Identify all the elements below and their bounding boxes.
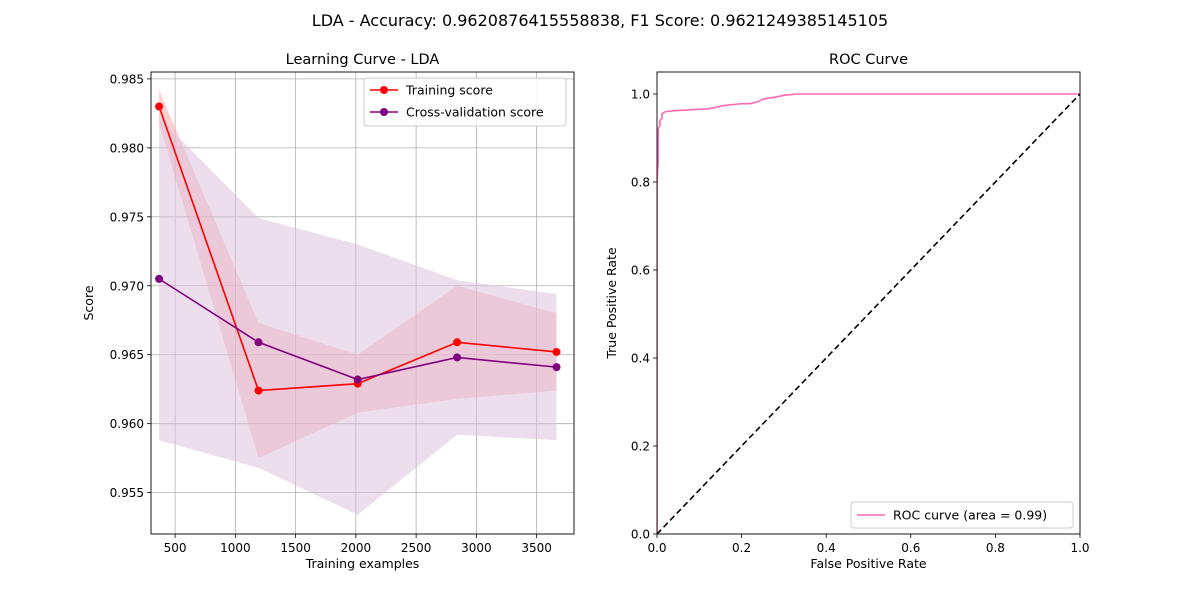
plot-area [657,93,1080,534]
x-tick-label: 0.8 [986,541,1005,555]
data-point [552,347,561,356]
legend: ROC curve (area = 0.99) [850,501,1074,529]
data-point [254,338,263,347]
data-point [453,338,462,347]
y-tick-label: 0.0 [631,528,650,542]
x-tick-label: 0.2 [732,541,751,555]
y-tick-label: 0.985 [110,72,144,86]
x-tick-label: 1.0 [1070,541,1089,555]
legend-marker [380,86,388,94]
data-point [552,363,561,372]
x-axis-label: False Positive Rate [810,556,926,571]
legend-marker [380,108,388,116]
chart-title: ROC Curve [829,52,908,68]
data-point [353,375,362,384]
y-tick-label: 1.0 [631,88,650,102]
x-tick-label: 0.4 [817,541,836,555]
legend-box [850,501,1074,529]
figure-suptitle: LDA - Accuracy: 0.9620876415558838, F1 S… [312,11,888,30]
y-tick-label: 0.6 [631,264,650,278]
x-tick-label: 0.6 [901,541,920,555]
legend-box [363,77,567,127]
data-point [155,274,164,283]
y-tick-label: 0.4 [631,352,650,366]
std-band [159,117,557,515]
legend-label: Cross-validation score [406,105,544,120]
axes-frame [150,71,575,535]
y-tick-label: 0.975 [110,210,144,224]
y-tick-label: 0.970 [110,279,144,293]
axes-frame [656,71,1081,535]
x-axis-label: Training examples [305,556,420,571]
x-tick-label: 500 [164,541,187,555]
x-tick-label: 1000 [220,541,251,555]
roc-curve-chart: 0.0 0.2 0.4 0.6 0.8 1.0 0.0 0.2 0.4 0.6 0.8 1.0 ROC … [604,52,1090,571]
x-tick-label: 1500 [280,541,311,555]
data-point [155,102,164,111]
y-tick-label: 0.8 [631,176,650,190]
plot-area [155,89,561,515]
x-tick-label: 2000 [341,541,372,555]
y-axis-label: Score [81,285,96,320]
y-axis-label: True Positive Rate [604,247,619,360]
x-tick-label: 3000 [461,541,492,555]
chart-title: Learning Curve - LDA [286,52,440,68]
x-tick-label: 2500 [401,541,432,555]
legend-label: ROC curve (area = 0.99) [893,508,1047,523]
legend: Training score Cross-validation score [363,77,567,127]
y-tick-label: 0.980 [110,141,144,155]
y-tick-label: 0.965 [110,348,144,362]
x-tick-label: 0.0 [647,541,666,555]
series-line [657,93,1080,534]
y-tick-label: 0.960 [110,417,144,431]
x-tick-label: 3500 [521,541,552,555]
data-point [453,353,462,362]
learning-curve-chart: 500 1000 1500 2000 2500 3000 3500 0.955 0.960 0.9… [81,52,575,571]
y-tick-label: 0.955 [110,486,144,500]
series-line [657,93,1080,534]
data-point [254,386,263,395]
y-tick-label: 0.2 [631,440,650,454]
legend-label: Training score [405,83,493,98]
